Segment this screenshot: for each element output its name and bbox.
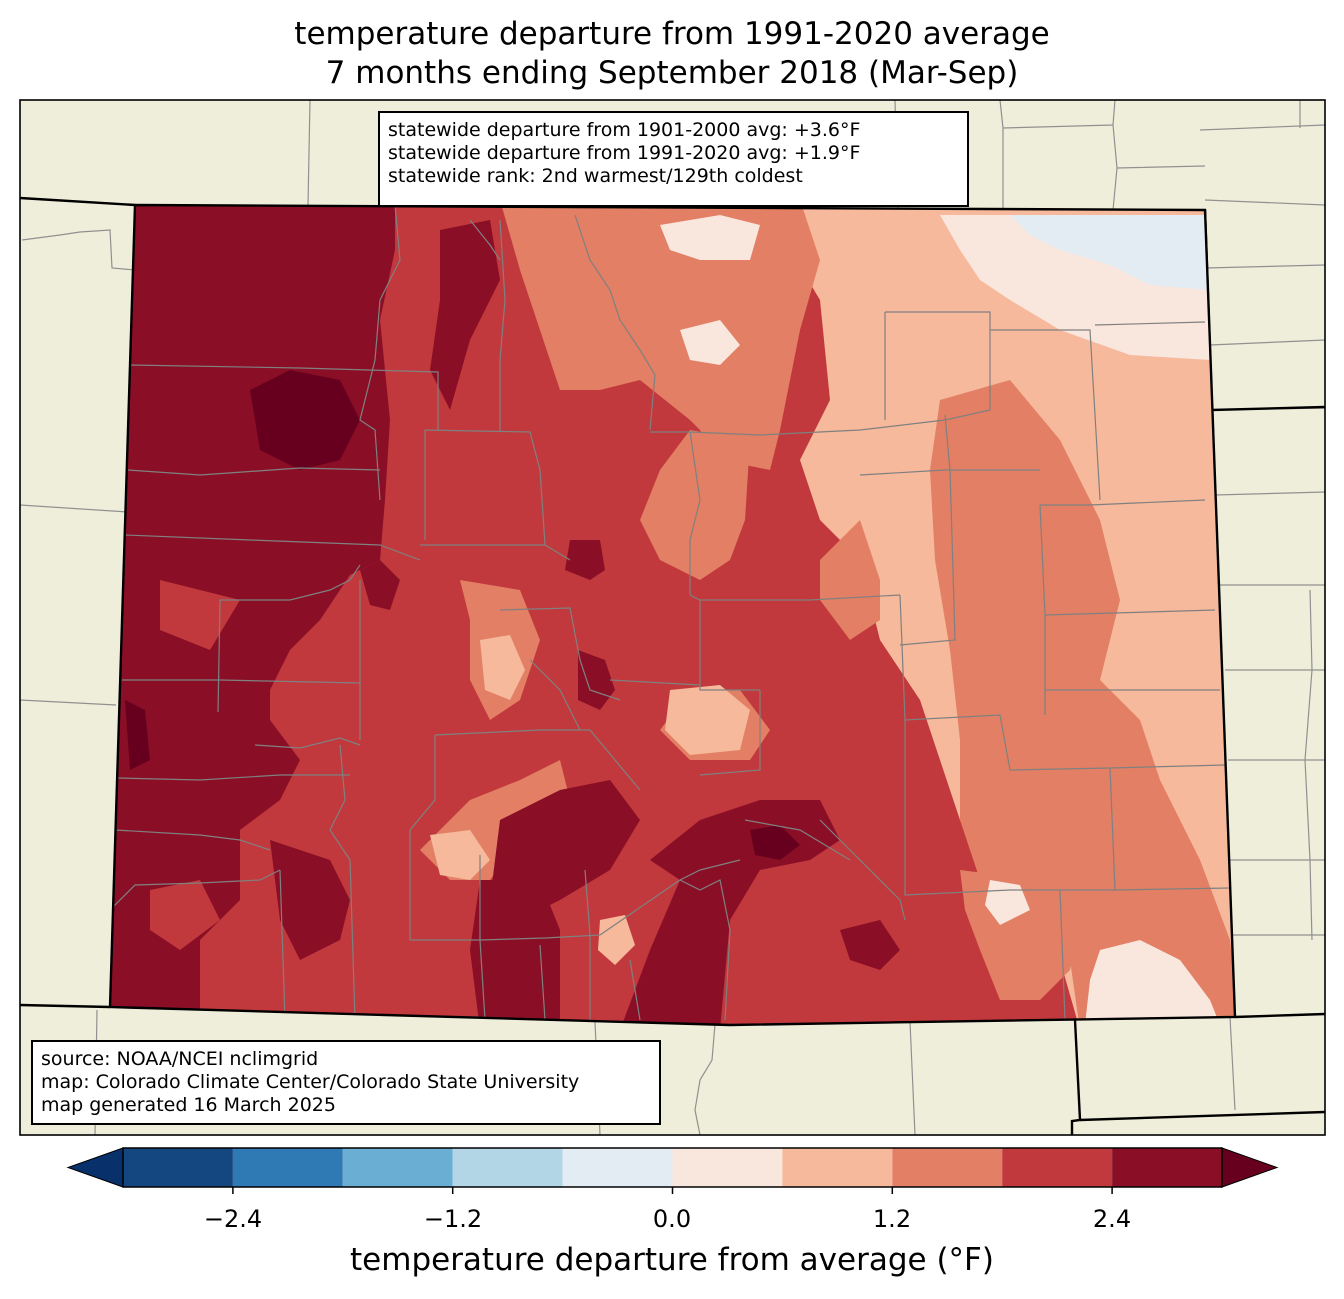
statewide-stats-box: statewide departure from 1901-2000 avg: … <box>378 111 969 207</box>
colorbar-tick-label: 2.4 <box>1092 1205 1132 1233</box>
colorbar-segment <box>1002 1148 1113 1187</box>
colorbar-segment <box>342 1148 453 1187</box>
map-frame <box>19 99 1326 1136</box>
colorbar-under-arrow <box>66 1147 124 1188</box>
colorbar-segments <box>123 1148 1222 1187</box>
colorado-temperature-map <box>19 99 1326 1136</box>
colorbar-segment <box>1112 1148 1222 1187</box>
source-line-2: map: Colorado Climate Center/Colorado St… <box>41 1071 580 1093</box>
colorbar-label: temperature departure from average (°F) <box>350 1242 994 1278</box>
colorbar-tick-label: −2.4 <box>203 1205 263 1233</box>
colorbar-segment <box>672 1148 783 1187</box>
source-line-3: map generated 16 March 2025 <box>41 1094 336 1116</box>
stats-line-2: statewide departure from 1991-2020 avg: … <box>388 142 861 164</box>
temperature-departure-contours <box>110 205 1235 1025</box>
colorbar-tick-label: 1.2 <box>872 1205 912 1233</box>
colorbar-tick-label: −1.2 <box>423 1205 483 1233</box>
colorbar-over-arrow <box>1221 1147 1279 1188</box>
map-title-line-1: temperature departure from 1991-2020 ave… <box>294 16 1050 52</box>
colorbar-segment <box>123 1148 233 1187</box>
map-title-line-2: 7 months ending September 2018 (Mar-Sep) <box>325 55 1019 91</box>
source-info-box: source: NOAA/NCEI nclimgrid map: Colorad… <box>31 1040 661 1125</box>
colorbar-segment <box>232 1148 343 1187</box>
stats-line-3: statewide rank: 2nd warmest/129th coldes… <box>388 165 803 187</box>
colorbar-segment <box>782 1148 893 1187</box>
stats-line-1: statewide departure from 1901-2000 avg: … <box>388 119 861 141</box>
colorado-county-lines <box>110 205 1231 1021</box>
colorbar-segment <box>892 1148 1003 1187</box>
colorbar <box>66 1147 1279 1194</box>
colorbar-tick-label: 0.0 <box>652 1205 692 1233</box>
source-line-1: source: NOAA/NCEI nclimgrid <box>41 1048 319 1070</box>
colorbar-ticks <box>232 1187 1113 1194</box>
colorado-border <box>108 203 1237 1027</box>
colorbar-segment <box>562 1148 673 1187</box>
colorbar-segment <box>452 1148 563 1187</box>
